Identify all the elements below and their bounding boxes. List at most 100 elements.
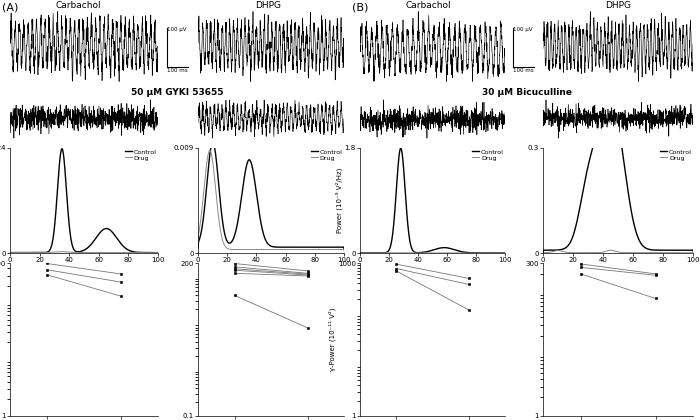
Text: Carbachol: Carbachol: [405, 1, 451, 10]
Line: Control: Control: [10, 149, 158, 253]
Control: [435, 246, 443, 251]
Control: [629, 215, 637, 220]
Text: 30 μM Bicuculline: 30 μM Bicuculline: [482, 88, 572, 97]
Control: [314, 244, 322, 249]
Control: [606, 100, 614, 105]
Control: [426, 248, 434, 253]
Drug: [337, 247, 345, 252]
Line: Control: Control: [543, 103, 693, 252]
Drug: [154, 250, 162, 255]
Text: Carbachol: Carbachol: [55, 1, 101, 10]
Drug: [76, 250, 85, 255]
Control: [475, 250, 483, 255]
Text: DHPG: DHPG: [605, 1, 631, 10]
Text: 100 ms: 100 ms: [167, 68, 188, 74]
Y-axis label: Power (10⁻⁹ V²/Hz): Power (10⁻⁹ V²/Hz): [336, 168, 343, 233]
Text: (B): (B): [352, 2, 368, 12]
Control: [662, 248, 671, 253]
Drug: [685, 250, 694, 255]
Control: [356, 250, 364, 255]
Control: [263, 241, 272, 246]
Drug: [498, 250, 506, 255]
Control: [610, 108, 619, 113]
Drug: [629, 250, 637, 255]
Control: [209, 140, 217, 145]
Drug: [281, 247, 289, 252]
Drug: [77, 250, 85, 255]
Drug: [150, 250, 159, 255]
Control: [340, 246, 348, 251]
Control: [265, 242, 273, 247]
Control: [620, 163, 629, 168]
Drug: [57, 249, 66, 254]
Control: [150, 250, 159, 255]
Drug: [265, 247, 273, 252]
Drug: [94, 250, 103, 255]
Drug: [273, 247, 281, 252]
Control: [77, 249, 85, 254]
Text: 100 ms: 100 ms: [513, 68, 534, 74]
Control: [539, 249, 547, 254]
Text: 50 μM GYKI 53655: 50 μM GYKI 53655: [131, 88, 223, 97]
Control: [127, 249, 136, 254]
Control: [425, 249, 433, 254]
X-axis label: Frequency (Hz): Frequency (Hz): [55, 265, 113, 273]
Drug: [6, 250, 14, 255]
Line: Drug: Drug: [10, 252, 158, 253]
Text: 100 μV: 100 μV: [167, 26, 187, 32]
Y-axis label: γ-Power (10⁻¹¹ V²): γ-Power (10⁻¹¹ V²): [329, 308, 337, 371]
Legend: Control, Drug: Control, Drug: [125, 149, 157, 160]
Control: [685, 248, 694, 253]
Line: Drug: Drug: [543, 250, 693, 253]
Drug: [610, 249, 619, 254]
Control: [611, 110, 620, 116]
Control: [396, 146, 405, 151]
Drug: [442, 250, 451, 255]
Control: [442, 245, 451, 250]
Drug: [425, 250, 433, 255]
Drug: [435, 250, 443, 255]
Text: 100 μV: 100 μV: [513, 26, 533, 32]
Drug: [426, 250, 434, 255]
Drug: [340, 248, 348, 253]
Control: [500, 250, 509, 255]
Drug: [206, 148, 214, 153]
Control: [94, 232, 103, 237]
Control: [154, 250, 162, 255]
Drug: [194, 241, 202, 247]
Control: [86, 243, 94, 248]
Text: DHPG: DHPG: [255, 1, 281, 10]
Line: Control: Control: [360, 148, 505, 253]
X-axis label: Frequency (Hz): Frequency (Hz): [242, 265, 300, 273]
Drug: [396, 250, 405, 255]
Line: Drug: Drug: [198, 150, 344, 250]
Text: (A): (A): [2, 2, 18, 12]
Control: [6, 250, 14, 255]
Control: [194, 245, 202, 250]
Drug: [539, 250, 547, 255]
Legend: Control, Drug: Control, Drug: [311, 149, 343, 160]
X-axis label: Frequency (Hz): Frequency (Hz): [589, 265, 647, 273]
Drug: [127, 250, 136, 255]
X-axis label: Frequency (Hz): Frequency (Hz): [404, 265, 461, 273]
Control: [689, 248, 697, 253]
Drug: [611, 249, 620, 254]
Control: [498, 250, 506, 255]
Line: Control: Control: [198, 142, 344, 249]
Control: [76, 249, 85, 254]
Control: [57, 146, 66, 151]
Drug: [86, 250, 94, 255]
Drug: [500, 250, 509, 255]
Drug: [662, 250, 671, 255]
Legend: Control, Drug: Control, Drug: [659, 149, 692, 160]
Drug: [475, 250, 483, 255]
Control: [273, 244, 281, 249]
Legend: Control, Drug: Control, Drug: [472, 149, 504, 160]
Drug: [356, 250, 364, 255]
Control: [337, 244, 345, 249]
Drug: [314, 247, 322, 252]
Drug: [606, 248, 615, 253]
Drug: [263, 247, 272, 252]
Drug: [620, 250, 629, 255]
Control: [281, 244, 289, 249]
